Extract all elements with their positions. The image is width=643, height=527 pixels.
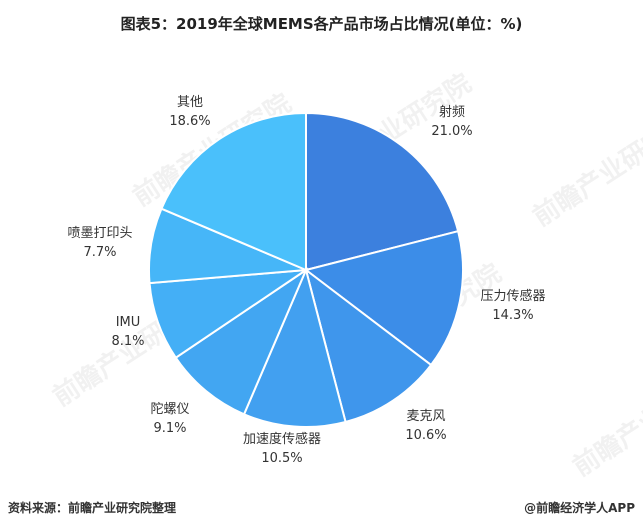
slice-value-label: 14.3% bbox=[492, 308, 533, 323]
pie-slice bbox=[242, 266, 347, 428]
slice-name-label: IMU bbox=[116, 315, 141, 330]
slice-value-label: 10.6% bbox=[405, 428, 446, 443]
slice-value-label: 8.1% bbox=[111, 334, 144, 349]
slice-value-label: 21.0% bbox=[431, 124, 472, 139]
slice-name-label: 加速度传感器 bbox=[243, 431, 321, 447]
slice-value-label: 9.1% bbox=[153, 421, 186, 436]
chart-title: 图表5：2019年全球MEMS各产品市场占比情况(单位：%) bbox=[120, 15, 523, 33]
slice-name-label: 麦克风 bbox=[406, 409, 445, 424]
slice-name-label: 压力传感器 bbox=[480, 288, 545, 304]
slice-value-label: 10.5% bbox=[261, 451, 302, 466]
pie-slice bbox=[305, 111, 460, 272]
slice-name-label: 陀螺仪 bbox=[150, 401, 189, 417]
pie-slice bbox=[160, 111, 307, 272]
slice-value-label: 18.6% bbox=[169, 114, 210, 129]
brand-credit: @前瞻经济学人APP bbox=[524, 501, 635, 515]
pie-slice bbox=[303, 229, 464, 367]
slice-value-label: 7.7% bbox=[83, 245, 116, 260]
slice-name-label: 其他 bbox=[177, 95, 203, 110]
pie-slice bbox=[304, 267, 433, 424]
slice-name-label: 射频 bbox=[439, 104, 465, 120]
pie-slices bbox=[148, 111, 464, 428]
pie-labels: 射频 21.0% 压力传感器 14.3% 麦克风 10.6% 加速度传感器 10.5% 陀螺仪 9… bbox=[67, 95, 545, 466]
source-note: 资料来源：前瞻产业研究院整理 bbox=[8, 501, 177, 515]
pie-slice bbox=[174, 267, 309, 416]
slice-name-label: 喷墨打印头 bbox=[67, 226, 132, 241]
